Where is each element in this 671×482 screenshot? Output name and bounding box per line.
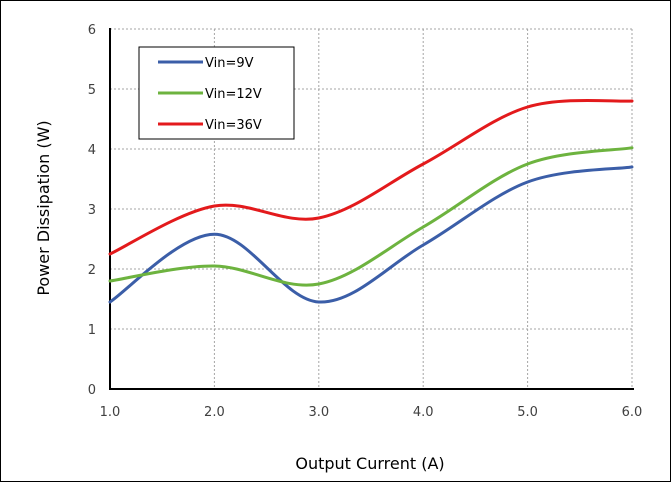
y-tick-label: 0 [88,383,96,398]
series-lines [108,98,634,304]
y-tick-label: 6 [88,23,96,38]
x-tick-label: 5.0 [517,405,538,420]
y-tick-label: 5 [88,83,96,98]
y-tick-label: 2 [88,263,96,278]
x-tick-labels: 1.0 2.0 3.0 4.0 5.0 6.0 [100,405,643,420]
axes [109,28,634,390]
y-tick-label: 3 [88,203,96,218]
legend-label: Vin=12V [205,87,262,102]
y-axis-title: Power Dissipation (W) [34,120,53,295]
x-tick-label: 1.0 [100,405,121,420]
x-axis-title: Output Current (A) [295,454,444,473]
x-tick-label: 4.0 [413,405,434,420]
y-tick-labels: 0 1 2 3 4 5 6 [88,23,96,398]
series-line-vin-36v [108,98,634,256]
legend: Vin=9V Vin=12V Vin=36V [138,46,295,140]
grid [110,28,633,389]
legend-label: Vin=36V [205,118,262,133]
y-tick-label: 4 [88,143,96,158]
x-tick-label: 3.0 [308,405,329,420]
y-tick-label: 1 [88,323,96,338]
x-tick-label: 6.0 [622,405,643,420]
legend-label: Vin=9V [205,56,254,71]
series-line-vin-9v [108,165,634,304]
series-line-vin-12v [108,146,634,287]
x-tick-label: 2.0 [204,405,225,420]
